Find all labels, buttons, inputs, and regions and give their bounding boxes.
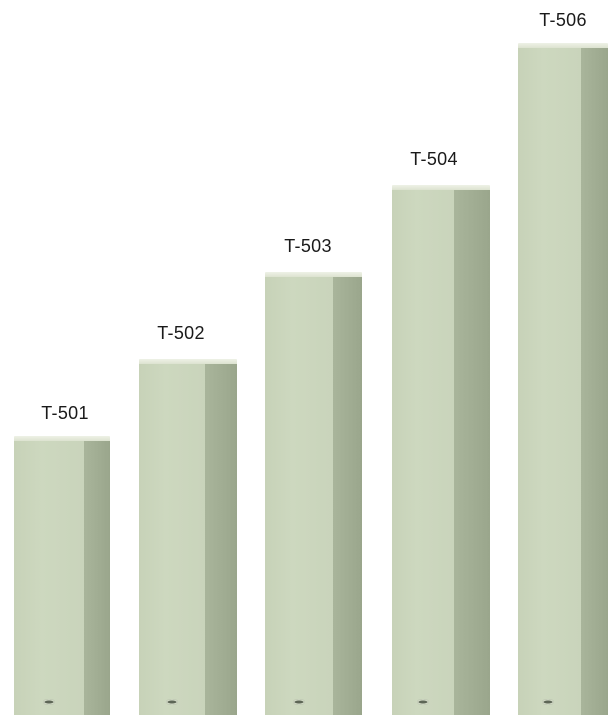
column-front-face (139, 364, 205, 715)
speaker-column-t506 (518, 43, 608, 715)
speaker-column-t504 (392, 185, 490, 715)
column-label-t506: T-506 (539, 10, 587, 30)
column-side-face (454, 190, 490, 715)
column-label-t504: T-504 (410, 149, 458, 169)
column-front-face (392, 190, 454, 715)
column-top (518, 43, 608, 49)
speaker-column-t501 (14, 436, 110, 715)
column-side-face (581, 48, 608, 715)
speaker-column-t503 (265, 272, 362, 715)
column-side-face (333, 277, 362, 715)
brand-logo-icon (417, 699, 429, 705)
column-side-face (205, 364, 237, 715)
column-label-t503: T-503 (284, 236, 332, 256)
column-front-face (518, 48, 581, 715)
column-label-t502: T-502 (157, 323, 205, 343)
speaker-column-t502 (139, 359, 237, 715)
column-label-t501: T-501 (41, 403, 89, 423)
column-top (265, 272, 362, 278)
column-front-face (14, 441, 84, 715)
column-top (14, 436, 110, 442)
column-side-face (84, 441, 110, 715)
brand-logo-icon (542, 699, 554, 705)
brand-logo-icon (293, 699, 305, 705)
column-front-face (265, 277, 333, 715)
brand-logo-icon (43, 699, 55, 705)
column-top (139, 359, 237, 365)
column-top (392, 185, 490, 191)
brand-logo-icon (166, 699, 178, 705)
